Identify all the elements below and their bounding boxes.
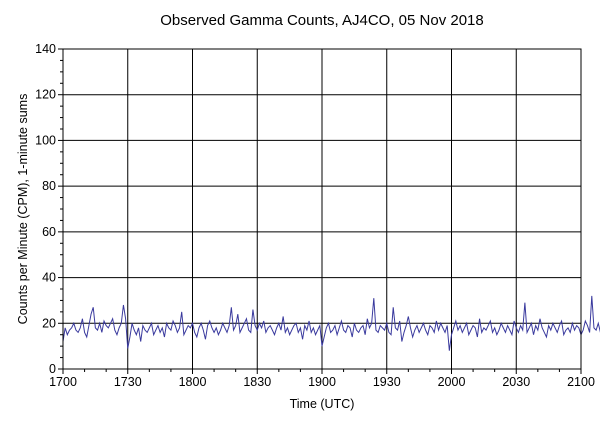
y-axis-label: Counts per Minute (CPM), 1-minute sums [16,94,30,325]
x-tick-label: 2100 [567,375,595,389]
x-tick-label: 1900 [308,375,336,389]
x-axis-label: Time (UTC) [290,397,355,411]
chart-title: Observed Gamma Counts, AJ4CO, 05 Nov 201… [160,12,484,29]
x-tick-label: 2000 [438,375,466,389]
y-tick-labels: 0 20 40 60 80 100 120 140 [35,42,56,376]
y-tick-label: 80 [42,179,56,193]
y-tick-label: 120 [35,88,56,102]
x-tick-label: 1930 [373,375,401,389]
x-tick-label: 1730 [114,375,142,389]
series-line [62,295,600,351]
plot-frame [62,48,582,370]
series-group [62,295,600,351]
y-tick-label: 100 [35,133,56,147]
y-tick-label: 140 [35,42,56,56]
y-tick-label: 40 [42,271,56,285]
y-tick-label: 20 [42,316,56,330]
x-tick-label: 2030 [502,375,530,389]
x-tick-label: 1800 [179,375,207,389]
x-tick-label: 1700 [49,375,77,389]
x-tick-label: 1830 [243,375,271,389]
y-tick-label: 60 [42,225,56,239]
grid-lines [63,49,581,369]
x-tick-labels: 1700 1730 1800 1830 1900 1930 2000 2030 2100 [49,375,595,389]
y-tick-label: 0 [49,362,56,376]
